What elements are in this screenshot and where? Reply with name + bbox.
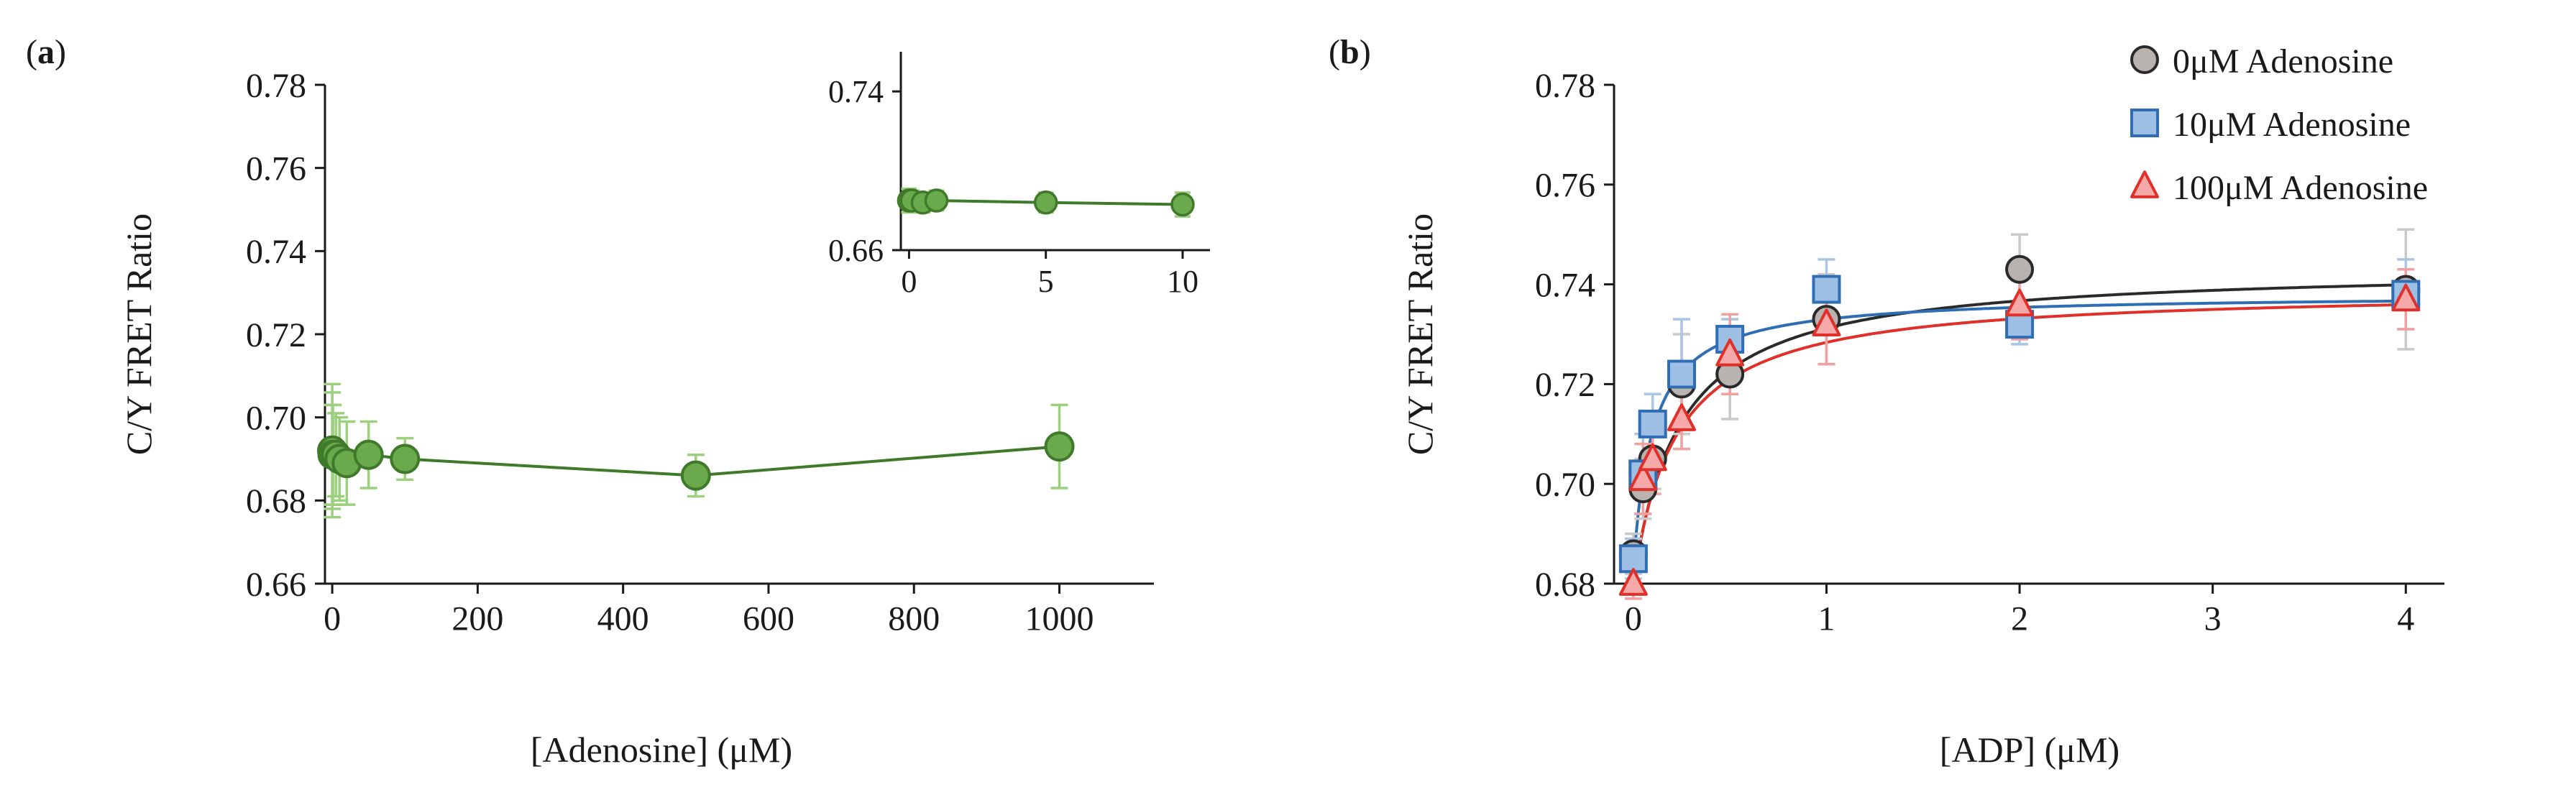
legend-marker-0 xyxy=(2130,45,2159,74)
inset-y-tick-label: 0.74 xyxy=(828,74,884,109)
panel-a-data-point xyxy=(390,443,421,474)
inset-data-point xyxy=(1170,192,1195,217)
panel-b-label: (b) xyxy=(1329,33,1371,71)
data-point-series-2 xyxy=(1812,308,1841,336)
inset-x-tick-label: 10 xyxy=(1167,264,1198,299)
panel-b-data xyxy=(1618,228,2421,600)
panel-b-x-tick-label: 3 xyxy=(2204,599,2222,638)
panel-b-axes: 0.68 0.70 0.72 0.74 0.76 0.78 0 1 2 3 4 xyxy=(1535,67,2444,638)
panel-b-x-tick-label: 2 xyxy=(2011,599,2028,638)
panel-a-label: (a) xyxy=(26,33,66,71)
panel-a-letter: a xyxy=(37,33,55,71)
panel-b-x-axis-label: [ADP] (μM) xyxy=(1940,730,2119,770)
inset-data-point xyxy=(924,188,949,213)
panel-b-y-tick-label: 0.68 xyxy=(1535,566,1595,604)
legend-marker-2 xyxy=(2130,170,2159,198)
panel-a-y-tick-label: 0.74 xyxy=(246,233,306,271)
panel-a-y-tick-label: 0.66 xyxy=(246,566,306,604)
data-point-series-1 xyxy=(1812,275,1841,304)
fit-curve-series-2 xyxy=(1631,303,2406,584)
panel-a-x-tick-label: 600 xyxy=(743,599,794,638)
panel-b-y-tick-label: 0.72 xyxy=(1535,366,1595,404)
legend-label-0: 0μM Adenosine xyxy=(2173,42,2393,81)
panel-b-y-tick-label: 0.74 xyxy=(1535,266,1595,304)
panel-b-y-axis-label: C/Y FRET Ratio xyxy=(1400,213,1440,455)
panel-a-x-tick-label: 200 xyxy=(452,599,503,638)
data-point-series-1 xyxy=(1667,359,1697,389)
panel-a-x-tick-label: 0 xyxy=(324,599,341,638)
data-point-series-2 xyxy=(1628,463,1658,492)
panel-b-y-tick-label: 0.70 xyxy=(1535,466,1595,504)
panel-b-letter: b xyxy=(1340,33,1360,71)
panel-a-x-axis-label: [Adenosine] (μM) xyxy=(531,730,792,770)
data-point-series-2 xyxy=(2005,288,2035,317)
panel-a-data-point xyxy=(353,439,384,470)
panel-b-y-tick-label: 0.78 xyxy=(1535,67,1595,105)
data-point-series-2 xyxy=(1638,443,1667,472)
panel-a-data-point xyxy=(1044,431,1075,462)
legend-label-1: 10μM Adenosine xyxy=(2173,106,2411,144)
panel-a-y-axis-label: C/Y FRET Ratio xyxy=(119,213,159,455)
panel-a-axes: 0.66 0.68 0.70 0.72 0.74 0.76 0.78 0 200 400 600 80… xyxy=(246,67,1154,638)
data-point-series-2 xyxy=(1618,568,1648,596)
panel-a-y-tick-label: 0.76 xyxy=(246,150,306,188)
panel-a-y-tick-label: 0.78 xyxy=(246,67,306,105)
data-point-series-0 xyxy=(2005,254,2035,284)
panel-a-y-tick-label: 0.70 xyxy=(246,399,306,437)
inset-y-tick-label: 0.66 xyxy=(828,233,884,268)
inset-data-point xyxy=(1033,190,1058,215)
panel-b-x-tick-label: 4 xyxy=(2397,599,2414,638)
data-point-series-2 xyxy=(1715,338,1745,367)
panel-a-y-tick-label: 0.68 xyxy=(246,482,306,520)
panel-a-inset: 0.66 0.74 0 5 10 xyxy=(828,52,1210,299)
inset-x-tick-label: 0 xyxy=(901,264,917,299)
panel-a-x-tick-label: 800 xyxy=(888,599,940,638)
inset-x-tick-label: 5 xyxy=(1038,264,1054,299)
legend-label-2: 100μM Adenosine xyxy=(2173,169,2428,207)
panel-a-data-point xyxy=(680,460,711,491)
data-point-series-2 xyxy=(1667,403,1697,431)
data-point-series-1 xyxy=(1618,544,1648,574)
panel-b-y-tick-label: 0.76 xyxy=(1535,167,1595,205)
data-point-series-1 xyxy=(1638,409,1667,438)
panel-b-legend: 0μM Adenosine 10μM Adenosine 100μM Adenosi… xyxy=(2130,42,2428,207)
panel-b: (b) 0.68 0.70 0.72 0.74 0.76 0.78 0 1 2 3 4 0μM Ad… xyxy=(1329,33,2444,770)
panel-b-x-tick-label: 1 xyxy=(1818,599,1835,638)
panel-a: (a) 0.66 0.68 0.70 0.72 0.74 0.76 0.78 0 200 400 6… xyxy=(26,33,1210,770)
data-point-series-2 xyxy=(2391,283,2421,312)
legend-marker-1 xyxy=(2130,109,2159,137)
panel-a-x-tick-label: 400 xyxy=(597,599,649,638)
panel-b-x-tick-label: 0 xyxy=(1625,599,1642,638)
panel-a-data xyxy=(317,382,1075,519)
panel-a-x-tick-label: 1000 xyxy=(1025,599,1094,638)
panel-a-y-tick-label: 0.72 xyxy=(246,316,306,354)
